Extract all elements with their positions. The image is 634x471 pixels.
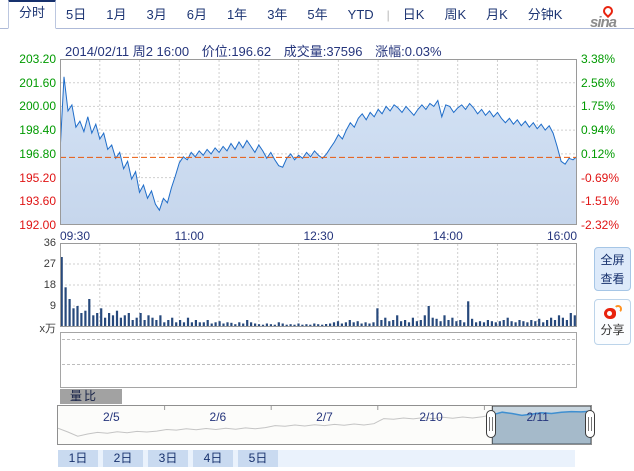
tab-日K[interactable]: 日K: [402, 7, 425, 22]
percent-tick-label: 1.75%: [581, 99, 616, 114]
navigator-left-handle[interactable]: [486, 410, 497, 438]
day-button-2日[interactable]: 2日: [103, 450, 143, 467]
day-button-4日[interactable]: 4日: [193, 450, 233, 467]
tab-YTD[interactable]: YTD: [347, 7, 374, 22]
tab-分钟K[interactable]: 分钟K: [527, 7, 563, 22]
tab-1年[interactable]: 1年: [226, 7, 248, 22]
navigator-chart: [57, 405, 592, 445]
volume-tick-label: 27: [43, 258, 56, 270]
price-tick-label: 198.40: [19, 123, 56, 138]
tab-bar-period: 分时 5日 1月 3月 6月 1年 3年 5年 YTD: [8, 0, 384, 29]
day-button-5日[interactable]: 5日: [238, 450, 278, 467]
percent-tick-label: -1.51%: [581, 194, 620, 209]
quote-datetime: 2014/02/11 周2 16:00: [65, 44, 190, 59]
time-tick-label: 09:30: [60, 229, 91, 243]
navigator-right-handle[interactable]: [585, 410, 595, 438]
time-tick-label: 16:00: [546, 229, 577, 243]
date-range-navigator[interactable]: 2/5 2/6 2/7 2/10 2/11: [57, 405, 592, 445]
navigator-date-label: 2/10: [419, 410, 443, 424]
weibo-icon: [603, 305, 622, 319]
volume-unit-label: x万: [39, 323, 57, 335]
time-tick-label: 14:00: [432, 229, 463, 243]
price-tick-label: 193.60: [19, 194, 56, 209]
percent-tick-label: 3.38%: [581, 52, 616, 66]
price-chart[interactable]: [60, 59, 577, 225]
fullscreen-label-line2: 查看: [600, 272, 625, 286]
tab-5日[interactable]: 5日: [66, 7, 87, 22]
volume-tick-label: 9: [49, 300, 56, 312]
tab-1月[interactable]: 1月: [106, 7, 127, 22]
quote-price: 价位:196.62: [201, 44, 272, 59]
navigator-date-label: 2/6: [209, 410, 227, 424]
ratio-gridline: [62, 339, 575, 340]
weibo-arc-icon: [613, 305, 622, 313]
weibo-share-button[interactable]: 分享: [594, 299, 631, 345]
indicator-selector-liangbi[interactable]: 量比: [60, 389, 122, 404]
percent-tick-label: 2.56%: [581, 75, 616, 90]
volume-ratio-panel: [60, 332, 577, 388]
share-label: 分享: [600, 323, 625, 337]
price-tick-label: 196.80: [19, 146, 56, 161]
price-tick-label: 200.00: [19, 99, 56, 114]
day-button-3日[interactable]: 3日: [148, 450, 188, 467]
day-button-1日[interactable]: 1日: [58, 450, 98, 467]
quote-change: 涨幅:0.03%: [375, 44, 442, 59]
quote-volume: 成交量:37596: [283, 44, 363, 59]
volume-tick-label: 36: [43, 237, 56, 249]
tab-分时[interactable]: 分时: [8, 0, 57, 29]
tab-周K[interactable]: 周K: [444, 7, 467, 22]
price-tick-label: 203.20: [19, 52, 56, 66]
time-tick-label: 12:30: [303, 229, 334, 243]
tab-separator: |: [386, 8, 390, 22]
volume-chart[interactable]: [60, 243, 577, 327]
price-tick-label: 195.20: [19, 170, 56, 185]
quote-info-line: 2014/02/11 周2 16:00 价位:196.62 成交量:37596 …: [65, 41, 451, 60]
navigator-date-label: 2/5: [102, 410, 120, 424]
tab-3年[interactable]: 3年: [267, 7, 288, 22]
tab-bar: 分时 5日 1月 3月 6月 1年 3年 5年 YTD | 日K 周K 月K 分钟K: [0, 0, 634, 29]
time-tick-label: 11:00: [174, 229, 204, 243]
price-tick-label: 192.00: [19, 218, 56, 232]
tab-月K[interactable]: 月K: [486, 7, 508, 22]
tab-5年[interactable]: 5年: [307, 7, 328, 22]
tab-3月[interactable]: 3月: [146, 7, 167, 22]
fullscreen-label-line1: 全屏: [600, 253, 625, 267]
tab-bar-kline: 日K 周K 月K 分钟K: [393, 2, 573, 28]
ratio-gridline: [62, 364, 575, 365]
percent-tick-label: 0.94%: [581, 123, 616, 138]
sina-logo[interactable]: sina: [588, 3, 630, 32]
navigator-date-label: 2/11: [526, 410, 549, 424]
navigator-date-label: 2/7: [316, 410, 333, 424]
volume-tick-label: 18: [43, 279, 56, 291]
percent-tick-label: 0.12%: [581, 146, 616, 161]
percent-tick-label: -2.32%: [581, 218, 620, 232]
tab-6月[interactable]: 6月: [186, 7, 207, 22]
sina-logo-text: sina: [590, 14, 617, 31]
price-tick-label: 201.60: [19, 75, 56, 90]
percent-tick-label: -0.69%: [581, 170, 620, 185]
weibo-eye-icon: [603, 308, 616, 319]
fullscreen-button[interactable]: 全屏 查看: [594, 247, 631, 291]
